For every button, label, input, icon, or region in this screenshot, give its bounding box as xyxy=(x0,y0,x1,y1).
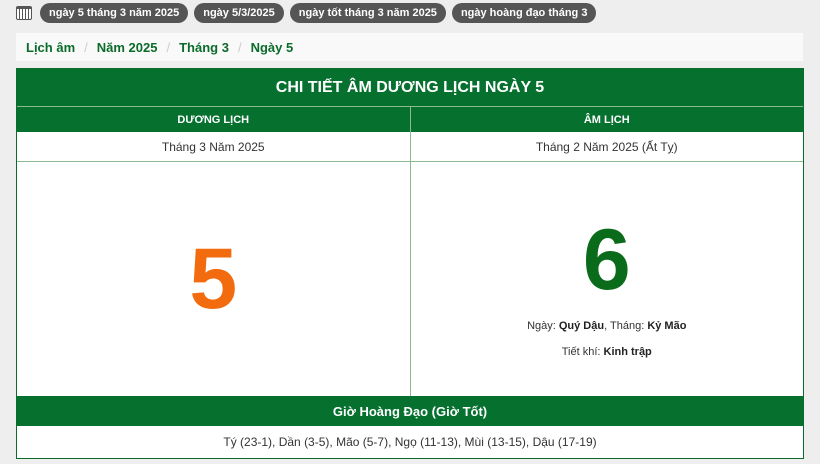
breadcrumb: Lịch âm / Năm 2025 / Tháng 3 / Ngày 5 xyxy=(16,33,803,61)
lunar-day: 6 xyxy=(582,211,631,308)
breadcrumb-day[interactable]: Ngày 5 xyxy=(250,39,294,55)
solar-header: DƯƠNG LỊCH xyxy=(177,113,250,126)
good-hours-header: Giờ Hoàng Đạo (Giờ Tốt) xyxy=(17,396,803,426)
breadcrumb-lich-am[interactable]: Lịch âm xyxy=(26,39,76,55)
separator: / xyxy=(84,39,88,55)
calendar-icon xyxy=(16,6,32,20)
good-hours-list: Tý (23-1), Dần (3-5), Mão (5-7), Ngọ (11… xyxy=(223,435,597,449)
day-value: Quý Dậu xyxy=(558,319,605,332)
tag-bar: ngày 5 tháng 3 năm 2025 ngày 5/3/2025 ng… xyxy=(16,3,597,23)
solar-day: 5 xyxy=(189,230,238,327)
solar-term-info: Tiết khí: Kinh trập xyxy=(562,346,652,358)
table-title: CHI TIẾT ÂM DƯƠNG LỊCH NGÀY 5 xyxy=(17,69,803,107)
lunar-header: ÂM LỊCH xyxy=(409,107,804,132)
solar-month: Tháng 3 Năm 2025 xyxy=(161,139,265,154)
day-label: Ngày: xyxy=(527,319,559,332)
month-label: , Tháng: xyxy=(604,319,648,332)
tag-link[interactable]: ngày hoàng đạo tháng 3 xyxy=(451,3,597,23)
calendar-detail-table: CHI TIẾT ÂM DƯƠNG LỊCH NGÀY 5 DƯƠNG LỊCH… xyxy=(16,68,804,459)
tag-link[interactable]: ngày tốt tháng 3 năm 2025 xyxy=(289,3,446,23)
separator: / xyxy=(166,39,171,55)
separator: / xyxy=(237,39,242,55)
breadcrumb-year[interactable]: Năm 2025 xyxy=(96,39,158,55)
tag-link[interactable]: ngày 5 tháng 3 năm 2025 xyxy=(40,3,189,23)
term-label: Tiết khí: xyxy=(561,345,604,358)
lunar-month: Tháng 2 Năm 2025 (Ất Tỵ) xyxy=(409,132,804,161)
breadcrumb-month[interactable]: Tháng 3 xyxy=(179,39,229,55)
can-chi-info: Ngày: Quý Dậu, Tháng: Kỷ Mão xyxy=(527,320,686,332)
month-value: Kỷ Mão xyxy=(647,319,687,332)
term-value: Kinh trập xyxy=(603,345,652,358)
tag-link[interactable]: ngày 5/3/2025 xyxy=(194,3,284,23)
